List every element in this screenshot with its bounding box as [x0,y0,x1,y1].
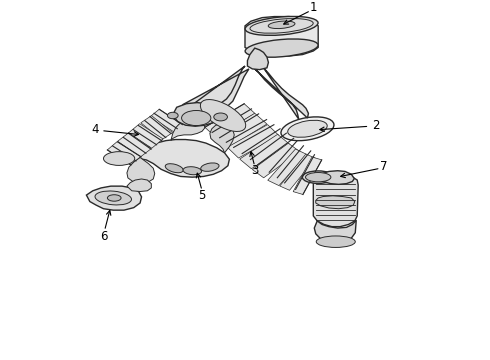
Polygon shape [118,133,151,157]
Polygon shape [247,48,269,69]
Polygon shape [245,17,318,56]
Polygon shape [174,103,220,126]
Ellipse shape [95,191,131,205]
Polygon shape [86,186,142,210]
Polygon shape [240,134,289,169]
Polygon shape [150,109,182,132]
Polygon shape [205,104,255,137]
Polygon shape [252,143,299,178]
Text: 7: 7 [380,160,388,173]
Ellipse shape [305,172,331,182]
Ellipse shape [268,21,295,28]
Ellipse shape [302,171,334,184]
Polygon shape [316,196,355,209]
Polygon shape [141,116,172,140]
Polygon shape [183,66,249,116]
Ellipse shape [316,236,355,247]
Ellipse shape [168,112,178,119]
Ellipse shape [281,117,334,141]
Ellipse shape [201,163,219,171]
Polygon shape [317,171,354,184]
Ellipse shape [183,167,201,175]
Text: 3: 3 [251,164,258,177]
Polygon shape [139,140,229,177]
Polygon shape [255,68,308,119]
Ellipse shape [103,152,135,165]
Polygon shape [314,220,356,243]
Ellipse shape [107,195,121,201]
Polygon shape [127,179,151,192]
Text: 4: 4 [91,123,98,136]
Ellipse shape [245,39,318,57]
Polygon shape [293,157,322,194]
Ellipse shape [214,113,227,121]
Ellipse shape [182,111,211,126]
Polygon shape [210,124,234,153]
Polygon shape [216,113,267,148]
Polygon shape [107,142,141,165]
Ellipse shape [288,120,327,137]
Polygon shape [127,157,155,184]
Polygon shape [280,154,316,190]
Text: 5: 5 [198,189,206,202]
Polygon shape [128,124,163,148]
Text: 1: 1 [310,1,317,14]
Ellipse shape [200,100,245,131]
Ellipse shape [165,164,183,173]
Polygon shape [313,175,358,227]
Text: 6: 6 [100,230,107,243]
Polygon shape [171,120,205,141]
Polygon shape [227,125,279,158]
Text: 2: 2 [372,119,380,132]
Polygon shape [268,149,307,186]
Ellipse shape [245,17,318,35]
